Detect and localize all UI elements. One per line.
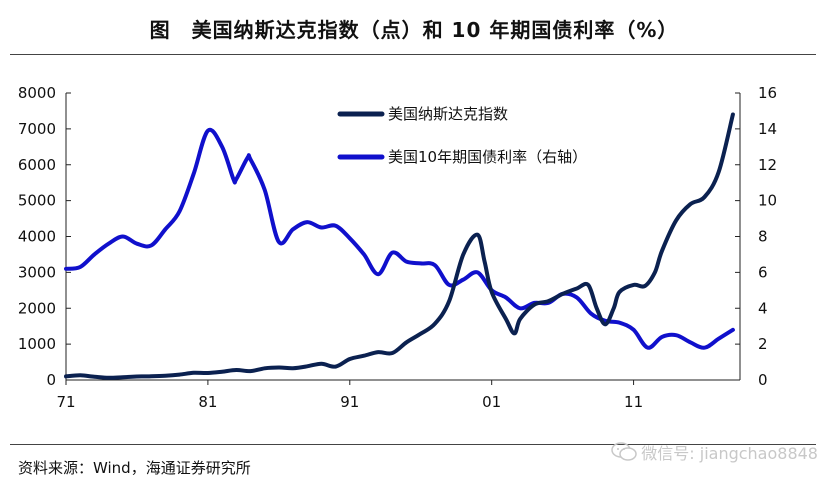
right-tick-label: 8 [758,228,768,246]
left-tick-label: 1000 [18,335,56,353]
wechat-icon [611,442,638,461]
x-tick-label: 11 [624,393,643,411]
right-tick-label: 14 [758,120,777,138]
chart-title: 图 美国纳斯达克指数（点）和 10 年期国债利率（%） [149,18,679,42]
source-note: 资料来源：Wind，海通证券研究所 [18,459,251,477]
chart-series [64,112,735,380]
wechat-watermark: 微信号: jiangchao8848 [611,440,818,464]
left-tick-label: 6000 [18,156,56,174]
left-tick-label: 7000 [18,120,56,138]
right-tick-label: 12 [758,156,777,174]
right-tick-label: 10 [758,192,777,210]
chart-legend: 美国纳斯达克指数 美国10年期国债利率（右轴） [337,105,587,166]
x-tick-label: 81 [198,393,217,411]
left-tick-label: 4000 [18,228,56,246]
title-divider [10,54,816,55]
right-tick-label: 0 [758,371,768,389]
watermark-text: 微信号: jiangchao8848 [641,444,818,463]
left-tick-label: 8000 [18,84,56,102]
left-tick-label: 5000 [18,192,56,210]
series-line-yield [64,127,735,350]
chart-canvas: 0100020003000400050006000700080000246810… [18,84,777,411]
x-tick-label: 01 [482,393,501,411]
left-tick-label: 3000 [18,263,56,281]
x-tick-label: 71 [56,393,75,411]
right-tick-label: 16 [758,84,777,102]
legend-label-yield: 美国10年期国债利率（右轴） [388,148,587,166]
left-tick-label: 0 [46,371,56,389]
series-line-nasdaq [64,112,735,380]
x-tick-label: 91 [340,393,359,411]
footer-divider [10,444,816,445]
left-tick-label: 2000 [18,299,56,317]
legend-label-nasdaq: 美国纳斯达克指数 [388,105,508,123]
right-tick-label: 2 [758,335,768,353]
right-tick-label: 4 [758,299,768,317]
right-tick-label: 6 [758,263,768,281]
chart-axes: 0100020003000400050006000700080000246810… [18,84,777,411]
